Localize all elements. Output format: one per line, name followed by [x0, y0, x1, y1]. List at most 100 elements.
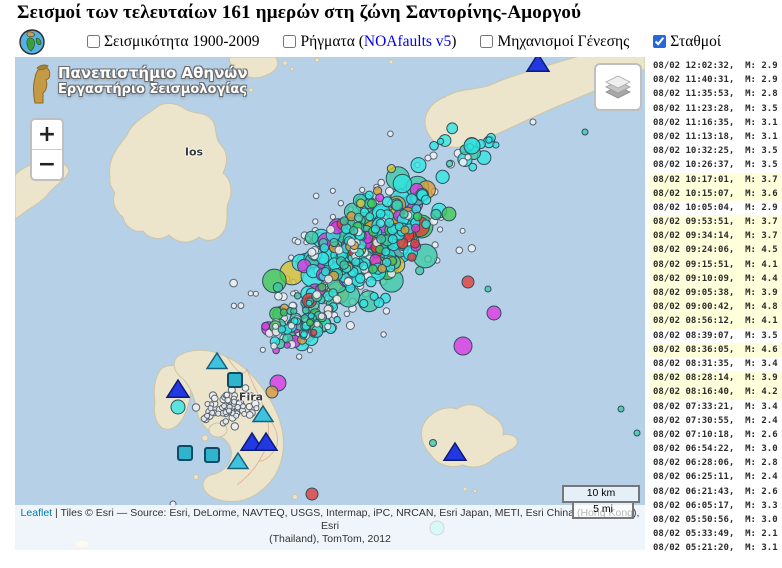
earthquake-marker[interactable]	[353, 212, 364, 223]
earthquake-marker[interactable]	[436, 137, 445, 146]
earthquake-marker[interactable]	[287, 322, 296, 330]
earthquake-marker[interactable]	[410, 157, 427, 174]
earthquake-marker[interactable]	[581, 128, 589, 136]
earthquake-marker[interactable]	[381, 196, 393, 208]
earthquake-marker[interactable]	[317, 282, 327, 292]
earthquake-marker[interactable]	[367, 198, 377, 209]
earthquake-marker[interactable]	[391, 199, 404, 212]
earthquake-marker[interactable]	[312, 192, 320, 200]
earthquake-marker[interactable]	[429, 141, 439, 151]
checkbox-stations[interactable]: Σταθμοί	[653, 33, 721, 51]
earthquake-marker[interactable]	[210, 394, 219, 403]
earthquake-marker[interactable]	[293, 292, 302, 300]
station-marker-triangle[interactable]	[165, 378, 191, 398]
earthquake-marker[interactable]	[485, 136, 493, 144]
station-marker-triangle[interactable]	[205, 351, 229, 370]
earthquake-marker[interactable]	[191, 403, 201, 412]
earthquake-marker[interactable]	[412, 211, 423, 222]
earthquake-marker[interactable]	[244, 391, 250, 398]
earthquake-marker[interactable]	[458, 157, 468, 167]
earthquake-marker[interactable]	[319, 243, 330, 253]
earthquake-marker[interactable]	[369, 291, 379, 301]
earthquake-marker[interactable]	[359, 261, 369, 271]
earthquake-marker[interactable]	[283, 341, 291, 349]
station-marker-triangle[interactable]	[253, 431, 279, 451]
quake-list-item[interactable]: 08/02 10:17:01, M: 3.7	[650, 172, 782, 187]
earthquake-marker[interactable]	[420, 194, 432, 206]
quake-list-item[interactable]: 08/02 07:10:18, M: 2.6	[653, 429, 778, 440]
earthquake-marker[interactable]	[296, 353, 303, 360]
quake-list-item[interactable]: 08/02 09:05:38, M: 3.9	[650, 286, 782, 301]
quake-list-item[interactable]: 08/02 06:21:43, M: 2.6	[653, 486, 778, 497]
earthquake-marker[interactable]	[324, 322, 332, 331]
quake-list-item[interactable]: 08/02 09:53:51, M: 3.7	[650, 215, 782, 230]
earthquake-marker[interactable]	[437, 226, 444, 233]
noafaults-link[interactable]: NOAfaults v5	[363, 32, 452, 50]
earthquake-marker[interactable]	[307, 247, 317, 257]
earthquake-marker[interactable]	[312, 218, 319, 225]
earthquake-marker[interactable]	[300, 330, 308, 339]
quake-list-item[interactable]: 08/02 09:34:14, M: 3.7	[650, 229, 782, 244]
earthquake-marker[interactable]	[241, 410, 248, 417]
earthquake-marker[interactable]	[310, 328, 318, 337]
earthquake-marker[interactable]	[312, 290, 322, 300]
quake-list-item[interactable]: 08/02 11:35:53, M: 2.8	[653, 89, 778, 100]
earthquake-marker[interactable]	[406, 193, 418, 205]
earthquake-marker[interactable]	[346, 237, 356, 247]
quake-list-item[interactable]: 08/02 09:10:09, M: 4.4	[650, 271, 782, 286]
earthquake-marker[interactable]	[441, 206, 457, 222]
earthquake-marker[interactable]	[486, 305, 502, 321]
earthquake-marker[interactable]	[359, 186, 366, 193]
earthquake-marker[interactable]	[387, 130, 394, 138]
leaflet-map[interactable]: Ios Fira Πανεπιστήμιο Αθηνών Εργαστήριο Σ…	[15, 57, 645, 550]
earthquake-marker[interactable]	[207, 405, 214, 412]
earthquake-marker[interactable]	[170, 399, 186, 415]
earthquake-marker[interactable]	[380, 331, 387, 338]
earthquake-marker[interactable]	[633, 429, 641, 437]
earthquake-marker[interactable]	[385, 186, 394, 196]
earthquake-marker[interactable]	[411, 223, 421, 233]
earthquake-marker[interactable]	[392, 173, 413, 194]
earthquake-marker[interactable]	[334, 245, 344, 255]
earthquake-marker[interactable]	[375, 193, 385, 203]
earthquake-marker[interactable]	[430, 208, 442, 221]
quake-list-item[interactable]: 08/02 11:40:31, M: 2.9	[653, 75, 778, 86]
earthquake-marker[interactable]	[370, 224, 380, 234]
earthquake-marker[interactable]	[410, 238, 420, 249]
quake-list-item[interactable]: 08/02 11:13:18, M: 3.1	[653, 131, 778, 142]
quake-list-item[interactable]: 08/02 05:21:20, M: 3.1	[653, 543, 778, 554]
earthquake-marker[interactable]	[305, 299, 313, 307]
earthquake-marker[interactable]	[399, 209, 409, 219]
earthquake-marker[interactable]	[229, 278, 238, 288]
checkbox-focal-mechanisms[interactable]: Μηχανισμοί Γένεσης	[480, 33, 629, 51]
station-marker-triangle[interactable]	[442, 441, 468, 461]
quake-list-item[interactable]: 08/02 06:25:11, M: 2.4	[653, 472, 778, 483]
earthquake-marker[interactable]	[464, 153, 472, 161]
quake-list-item[interactable]: 08/02 09:24:06, M: 4.5	[650, 243, 782, 258]
earthquake-marker[interactable]	[265, 385, 279, 399]
quake-list-item[interactable]: 08/02 10:15:07, M: 3.6	[650, 186, 782, 201]
earthquake-marker[interactable]	[429, 439, 437, 447]
earthquake-marker[interactable]	[324, 274, 333, 284]
faults-checkbox-input[interactable]	[283, 35, 297, 48]
earthquake-marker[interactable]	[337, 200, 344, 207]
earthquake-marker[interactable]	[424, 154, 432, 162]
earthquake-marker[interactable]	[253, 405, 260, 412]
focal-mechanisms-checkbox-input[interactable]	[480, 35, 494, 48]
stations-checkbox-input[interactable]	[653, 35, 667, 48]
earthquake-marker[interactable]	[224, 396, 232, 404]
earthquake-marker[interactable]	[306, 318, 314, 327]
quake-list-item[interactable]: 08/02 06:54:22, M: 3.0	[653, 444, 778, 455]
earthquake-marker[interactable]	[252, 290, 259, 297]
seismicity-checkbox-input[interactable]	[87, 35, 100, 48]
checkbox-faults[interactable]: Ρήγματα (NOAfaults v5)	[283, 33, 456, 51]
earthquake-marker[interactable]	[230, 302, 238, 310]
checkbox-seismicity-1900-2009[interactable]: Σεισμικότητα 1900-2009	[87, 33, 259, 51]
earthquake-marker[interactable]	[461, 275, 475, 289]
quake-list-item[interactable]: 08/02 11:16:35, M: 3.1	[653, 117, 778, 128]
quake-list-item[interactable]: 08/02 10:32:25, M: 3.5	[653, 146, 778, 157]
earthquake-marker[interactable]	[377, 263, 387, 274]
quake-list-item[interactable]: 08/02 12:02:32, M: 2.9	[653, 61, 778, 71]
earthquake-marker[interactable]	[261, 321, 270, 331]
earthquake-marker[interactable]	[376, 234, 387, 244]
